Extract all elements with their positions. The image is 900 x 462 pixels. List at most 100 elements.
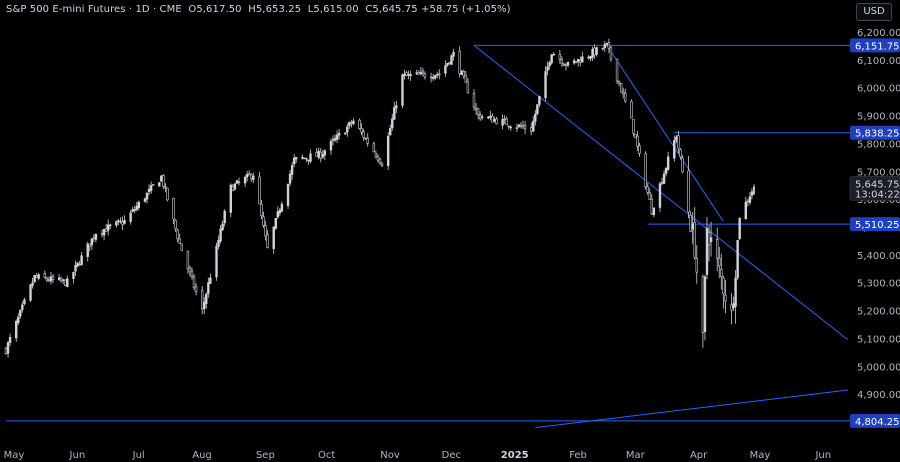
candle-body — [572, 60, 576, 64]
level-label: 4,804.25 — [855, 417, 900, 428]
candle-body — [393, 107, 396, 120]
candle-body — [301, 156, 304, 159]
candle-body — [495, 118, 498, 125]
level-label: 5,510.25 — [855, 220, 900, 231]
last-price-label: 5,645.75 — [855, 179, 900, 190]
candle-body — [587, 56, 590, 59]
candle-body — [147, 188, 151, 192]
candle-body — [621, 91, 625, 95]
candle-body — [303, 157, 306, 160]
x-tick-label: Jun — [69, 450, 86, 461]
candle-body — [464, 75, 468, 83]
candle-body — [209, 277, 212, 284]
candle-body — [480, 116, 484, 118]
candle-body — [262, 216, 265, 226]
candle-body — [57, 277, 61, 280]
candle-body — [64, 279, 67, 286]
candle-body — [517, 124, 521, 127]
symbol-title[interactable]: S&P 500 E-mini Futures · 1D · CME — [6, 4, 182, 15]
y-tick-label: 5,200.00 — [857, 307, 900, 318]
candle-body — [534, 113, 537, 122]
candle-body — [372, 143, 376, 153]
candle-body — [403, 73, 406, 77]
candle-body — [104, 228, 108, 232]
candle-body — [691, 223, 694, 230]
level-label: 5,838.25 — [855, 129, 900, 140]
candle-body — [364, 138, 367, 140]
candle-body — [574, 61, 578, 63]
candle-body — [716, 239, 719, 259]
candle-body — [722, 277, 725, 295]
candle-body — [4, 348, 8, 354]
close-value: C5,645.75 — [365, 4, 418, 15]
candle-body — [250, 174, 253, 180]
y-tick-label: 5,900.00 — [857, 112, 900, 123]
candle-body — [730, 304, 733, 311]
candle-body — [753, 186, 755, 195]
candle-body — [160, 175, 163, 182]
candle-body — [135, 205, 138, 210]
candle-body — [601, 47, 604, 50]
y-tick-label: 6,200.00 — [857, 28, 900, 39]
candle-body — [123, 220, 126, 224]
candle-body — [72, 272, 75, 279]
candle-body — [591, 49, 594, 58]
candle-body — [362, 131, 365, 138]
candle-body — [78, 264, 81, 266]
candle-body — [532, 120, 535, 132]
candle-body — [389, 128, 392, 136]
candle-body — [59, 278, 63, 282]
candle-body — [245, 174, 249, 178]
candle-body — [106, 224, 110, 231]
y-tick-label: 5,700.00 — [857, 167, 900, 178]
candle-body — [634, 133, 637, 138]
candle-body — [544, 71, 547, 99]
candle-body — [746, 200, 750, 203]
candle-body — [689, 214, 692, 232]
candle-body — [252, 175, 255, 181]
candle-body — [515, 127, 519, 129]
low-value: L5,615.00 — [307, 4, 359, 15]
candle-body — [444, 65, 447, 74]
candle-body — [405, 72, 408, 76]
candle-body — [86, 243, 89, 257]
candle-body — [505, 118, 508, 126]
candle-body — [560, 59, 564, 64]
y-tick-label: 5,400.00 — [857, 251, 900, 262]
candle-body — [617, 81, 621, 84]
candle-body — [102, 229, 106, 236]
currency-button[interactable]: USD — [856, 3, 892, 21]
y-tick-label: 5,300.00 — [857, 279, 900, 290]
candle-body — [438, 73, 441, 76]
candle-body — [536, 104, 539, 114]
candle-body — [90, 238, 94, 246]
candle-body — [693, 222, 696, 258]
candle-body — [76, 262, 79, 267]
candle-body — [366, 137, 369, 144]
x-tick-label: Apr — [690, 450, 708, 461]
candle-body — [632, 118, 635, 134]
candle-body — [579, 60, 582, 63]
candle-body — [158, 182, 161, 187]
horizontal-levels — [6, 44, 850, 422]
candle-body — [687, 170, 690, 213]
candle-body — [229, 184, 233, 213]
candle-body — [164, 186, 167, 189]
candle-body — [548, 62, 551, 67]
candle-body — [190, 270, 194, 277]
candle-body — [566, 62, 570, 66]
change-value: +58.75 (+1.05%) — [421, 4, 511, 15]
candle-body — [115, 221, 118, 226]
candle-body — [221, 223, 224, 231]
y-tick-label: 5,000.00 — [857, 362, 900, 373]
candle-body — [509, 126, 512, 129]
candle-body — [679, 149, 682, 158]
candle-body — [290, 165, 294, 175]
candle-body — [288, 173, 292, 184]
candle-body — [358, 119, 361, 129]
candle-body — [264, 225, 267, 237]
candle-body — [21, 304, 24, 310]
candle-body — [474, 107, 478, 110]
candle-body — [172, 198, 175, 220]
